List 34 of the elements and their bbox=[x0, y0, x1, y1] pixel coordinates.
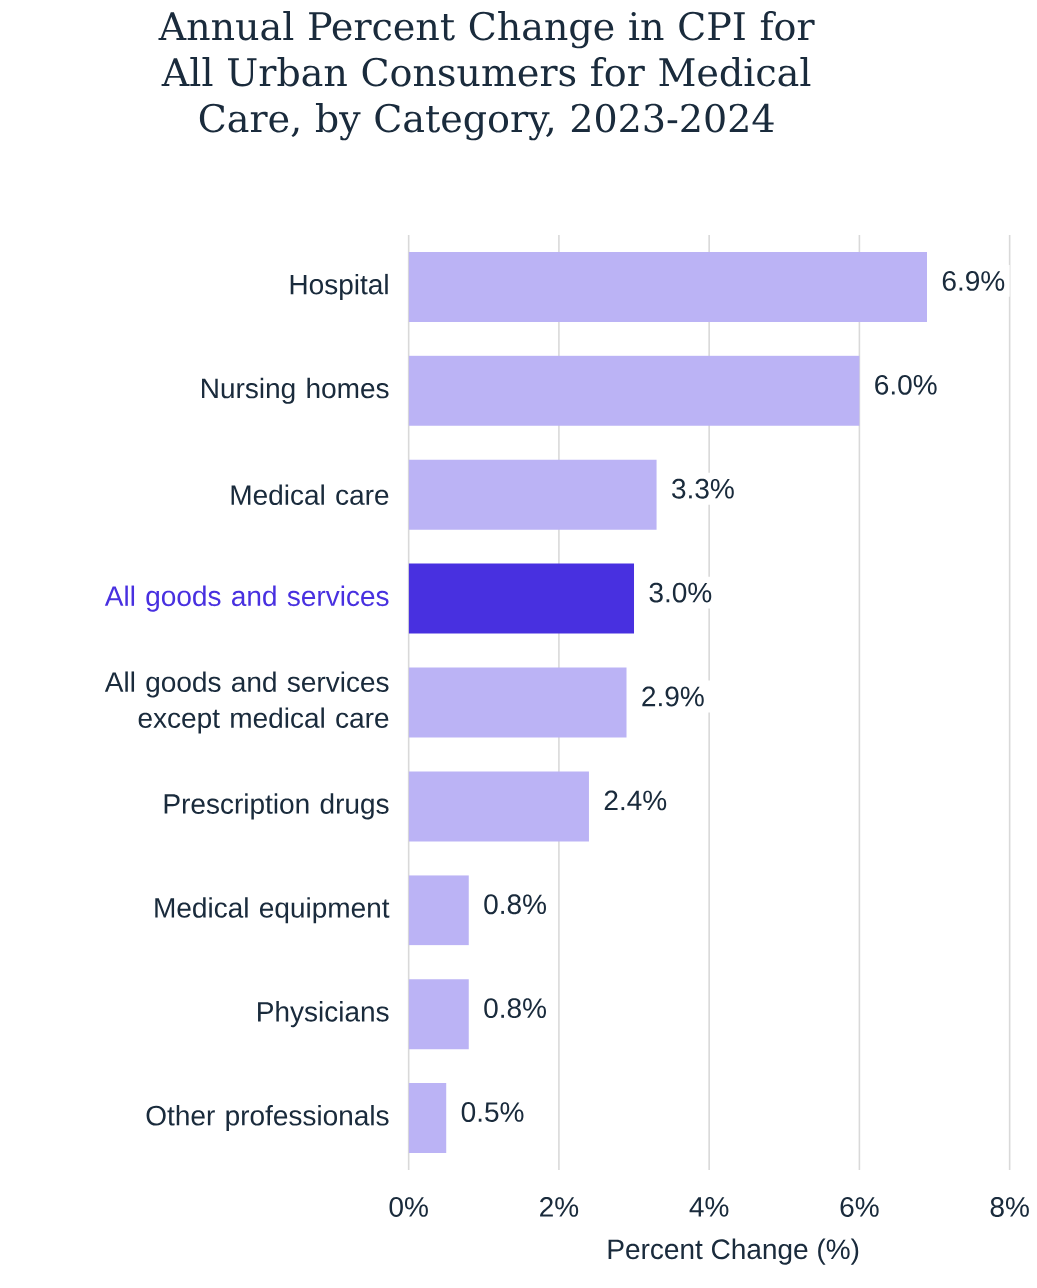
bar bbox=[408, 979, 469, 1050]
data-label: 2.4% bbox=[604, 790, 667, 811]
bar bbox=[408, 459, 657, 530]
data-label: 3.0% bbox=[649, 582, 712, 603]
y-tick-label: All goods and services bbox=[105, 585, 389, 612]
x-tick-label: 0% bbox=[389, 1197, 429, 1217]
bar bbox=[408, 251, 928, 322]
bar bbox=[408, 355, 860, 426]
bar bbox=[408, 667, 627, 738]
bar bbox=[408, 1083, 447, 1154]
chart-title: Annual Percent Change in CPI for All Urban Consumers for Medical Care, by Category, 2023-2024 bbox=[158, 11, 815, 141]
data-label: 2.9% bbox=[642, 686, 704, 707]
y-tick-label: Hospital bbox=[290, 273, 388, 300]
data-label: 0.8% bbox=[484, 998, 547, 1019]
data-label: 6.9% bbox=[943, 271, 1005, 291]
data-label: 6.0% bbox=[875, 374, 937, 395]
y-tick-label: Prescription drugs bbox=[164, 793, 389, 820]
data-label: 0.5% bbox=[461, 1102, 524, 1122]
y-tick-label: Medical equipment bbox=[155, 897, 390, 924]
y-tick-label: Medical care bbox=[231, 484, 389, 506]
y-tick-label: Other professionals bbox=[146, 1104, 389, 1132]
x-tick-label: 2% bbox=[540, 1197, 579, 1217]
x-axis-title: Percent Change (%) bbox=[608, 1238, 859, 1265]
y-tick-label: All goods and services except medical care bbox=[105, 671, 389, 734]
bar bbox=[408, 875, 469, 946]
data-label: 0.8% bbox=[484, 894, 547, 915]
bar bbox=[408, 563, 635, 634]
y-tick-label: Physicians bbox=[258, 1001, 389, 1028]
y-tick-label: Nursing homes bbox=[202, 377, 389, 404]
x-tick-label: 4% bbox=[689, 1197, 729, 1217]
x-tick-label: 6% bbox=[840, 1197, 879, 1217]
bar bbox=[408, 771, 590, 842]
x-tick-label: 8% bbox=[990, 1197, 1030, 1217]
data-label: 3.3% bbox=[672, 478, 735, 499]
